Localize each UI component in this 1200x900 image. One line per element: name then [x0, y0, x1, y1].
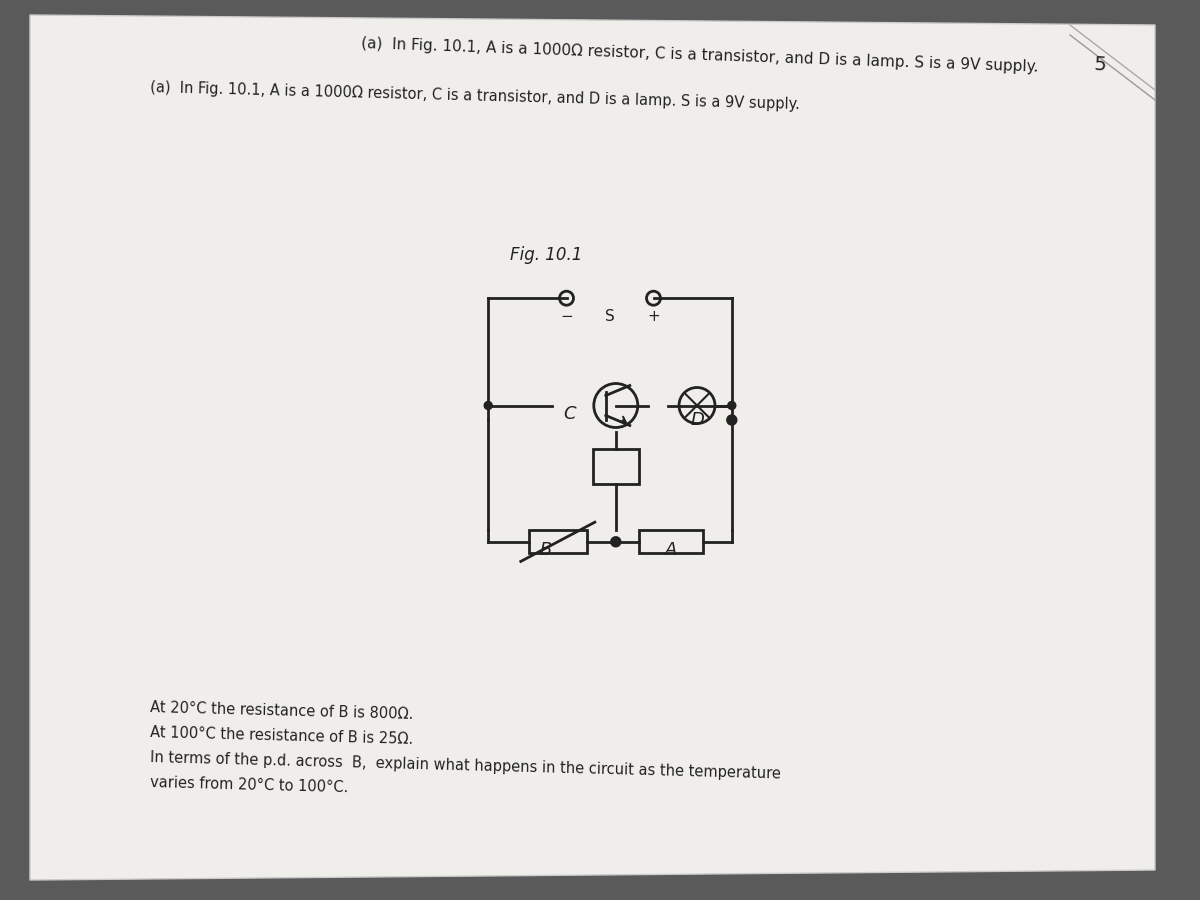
Text: B: B: [540, 541, 552, 559]
Text: At 100°C the resistance of B is 25Ω.: At 100°C the resistance of B is 25Ω.: [150, 725, 414, 747]
Text: +: +: [647, 309, 660, 324]
Polygon shape: [30, 15, 1154, 880]
Bar: [593, 449, 640, 484]
Circle shape: [485, 401, 492, 410]
Text: (a)  In Fig. 10.1, A is a 1000Ω resistor, C is a transistor, and D is a lamp. S : (a) In Fig. 10.1, A is a 1000Ω resistor,…: [150, 80, 800, 112]
Bar: [640, 530, 703, 554]
Text: (a)  In Fig. 10.1, A is a 1000Ω resistor, C is a transistor, and D is a lamp. S : (a) In Fig. 10.1, A is a 1000Ω resistor,…: [361, 36, 1039, 75]
Bar: [529, 530, 587, 554]
Text: varies from 20°C to 100°C.: varies from 20°C to 100°C.: [150, 775, 348, 796]
Text: D: D: [690, 410, 704, 428]
Text: A: A: [665, 541, 677, 559]
Circle shape: [727, 415, 737, 425]
Circle shape: [611, 536, 620, 547]
Text: −: −: [560, 309, 572, 324]
Text: 5: 5: [1093, 55, 1106, 75]
Text: C: C: [563, 405, 576, 423]
Text: S: S: [605, 309, 614, 324]
Text: Fig. 10.1: Fig. 10.1: [510, 246, 582, 264]
Text: At 20°C the resistance of B is 800Ω.: At 20°C the resistance of B is 800Ω.: [150, 700, 414, 722]
Circle shape: [727, 401, 736, 410]
Text: In terms of the p.d. across  B,  explain what happens in the circuit as the temp: In terms of the p.d. across B, explain w…: [150, 750, 781, 781]
